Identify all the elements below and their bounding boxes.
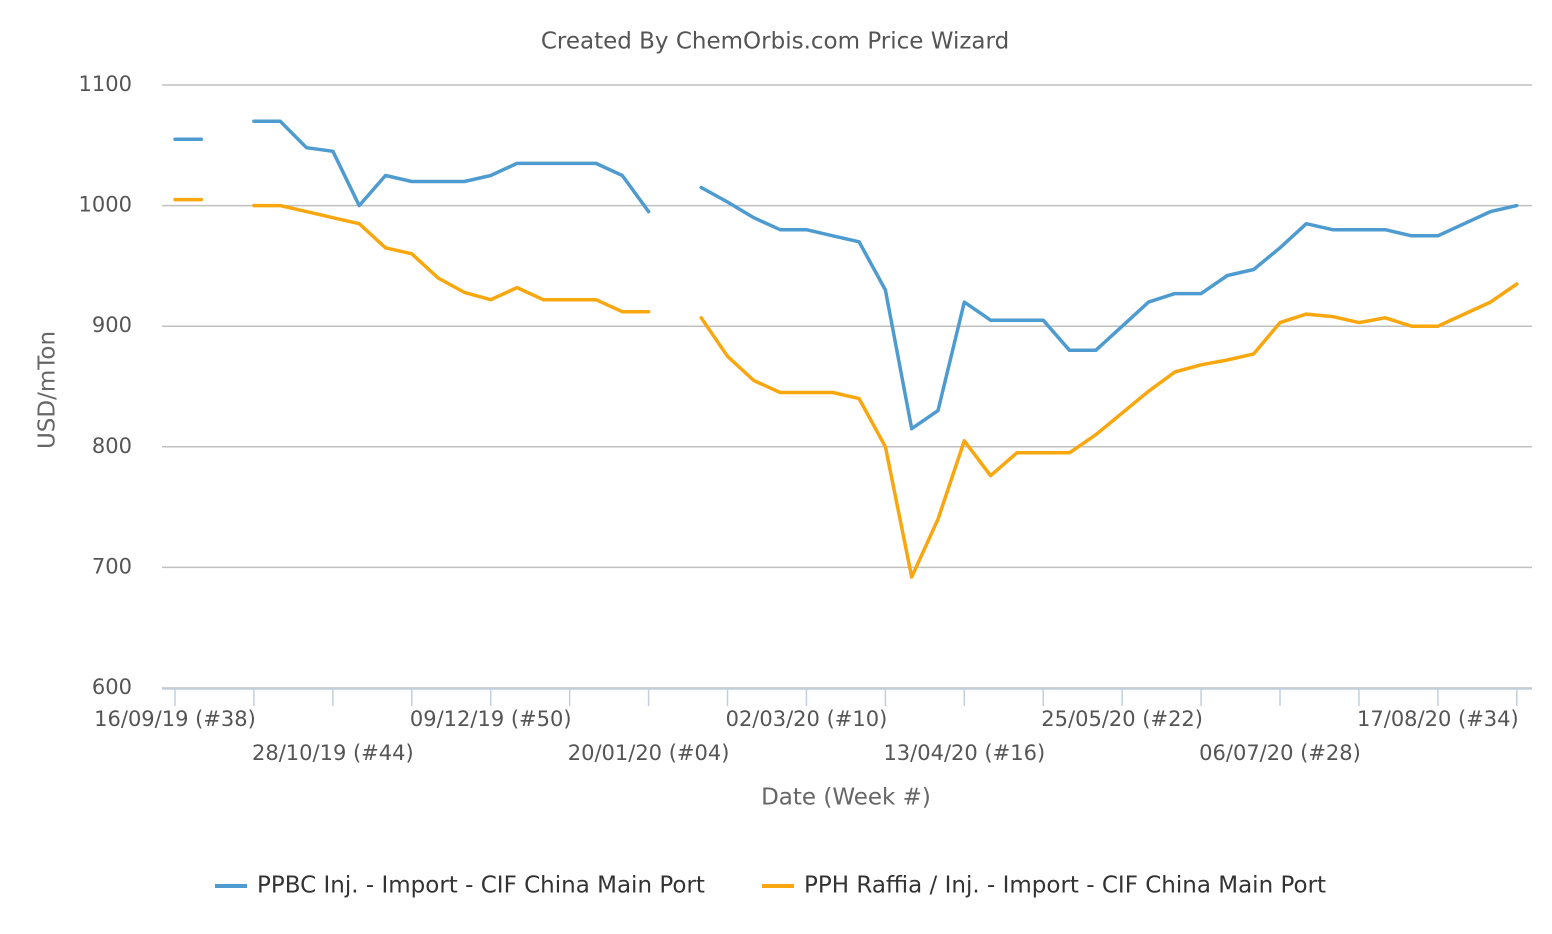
y-tick-label: 600 bbox=[92, 675, 132, 699]
x-tick-label: 16/09/19 (#38) bbox=[94, 707, 256, 731]
y-tick-label: 1000 bbox=[79, 193, 132, 217]
y-tick-label: 800 bbox=[92, 434, 132, 458]
x-tick-label: 28/10/19 (#44) bbox=[252, 741, 414, 765]
x-tick-label: 20/01/20 (#04) bbox=[568, 741, 730, 765]
x-axis-label: Date (Week #) bbox=[761, 785, 931, 811]
chart-title: Created By ChemOrbis.com Price Wizard bbox=[541, 29, 1009, 55]
y-tick-label: 900 bbox=[92, 313, 132, 337]
x-tick-label: 17/08/20 (#34) bbox=[1357, 707, 1519, 731]
x-tick-label: 09/12/19 (#50) bbox=[410, 707, 572, 731]
legend-label: PPBC Inj. - Import - CIF China Main Port bbox=[257, 873, 705, 899]
y-tick-label: 700 bbox=[92, 554, 132, 578]
x-tick-label: 13/04/20 (#16) bbox=[883, 741, 1045, 765]
y-tick-label: 1100 bbox=[79, 72, 132, 96]
x-tick-label: 06/07/20 (#28) bbox=[1199, 741, 1361, 765]
line-series bbox=[173, 119, 1519, 431]
y-axis-label: USD/mTon bbox=[35, 331, 61, 449]
legend-label: PPH Raffia / Inj. - Import - CIF China M… bbox=[804, 873, 1326, 899]
x-tick-label: 02/03/20 (#10) bbox=[726, 707, 888, 731]
line-series bbox=[173, 197, 1519, 579]
x-tick-label: 25/05/20 (#22) bbox=[1041, 707, 1203, 731]
